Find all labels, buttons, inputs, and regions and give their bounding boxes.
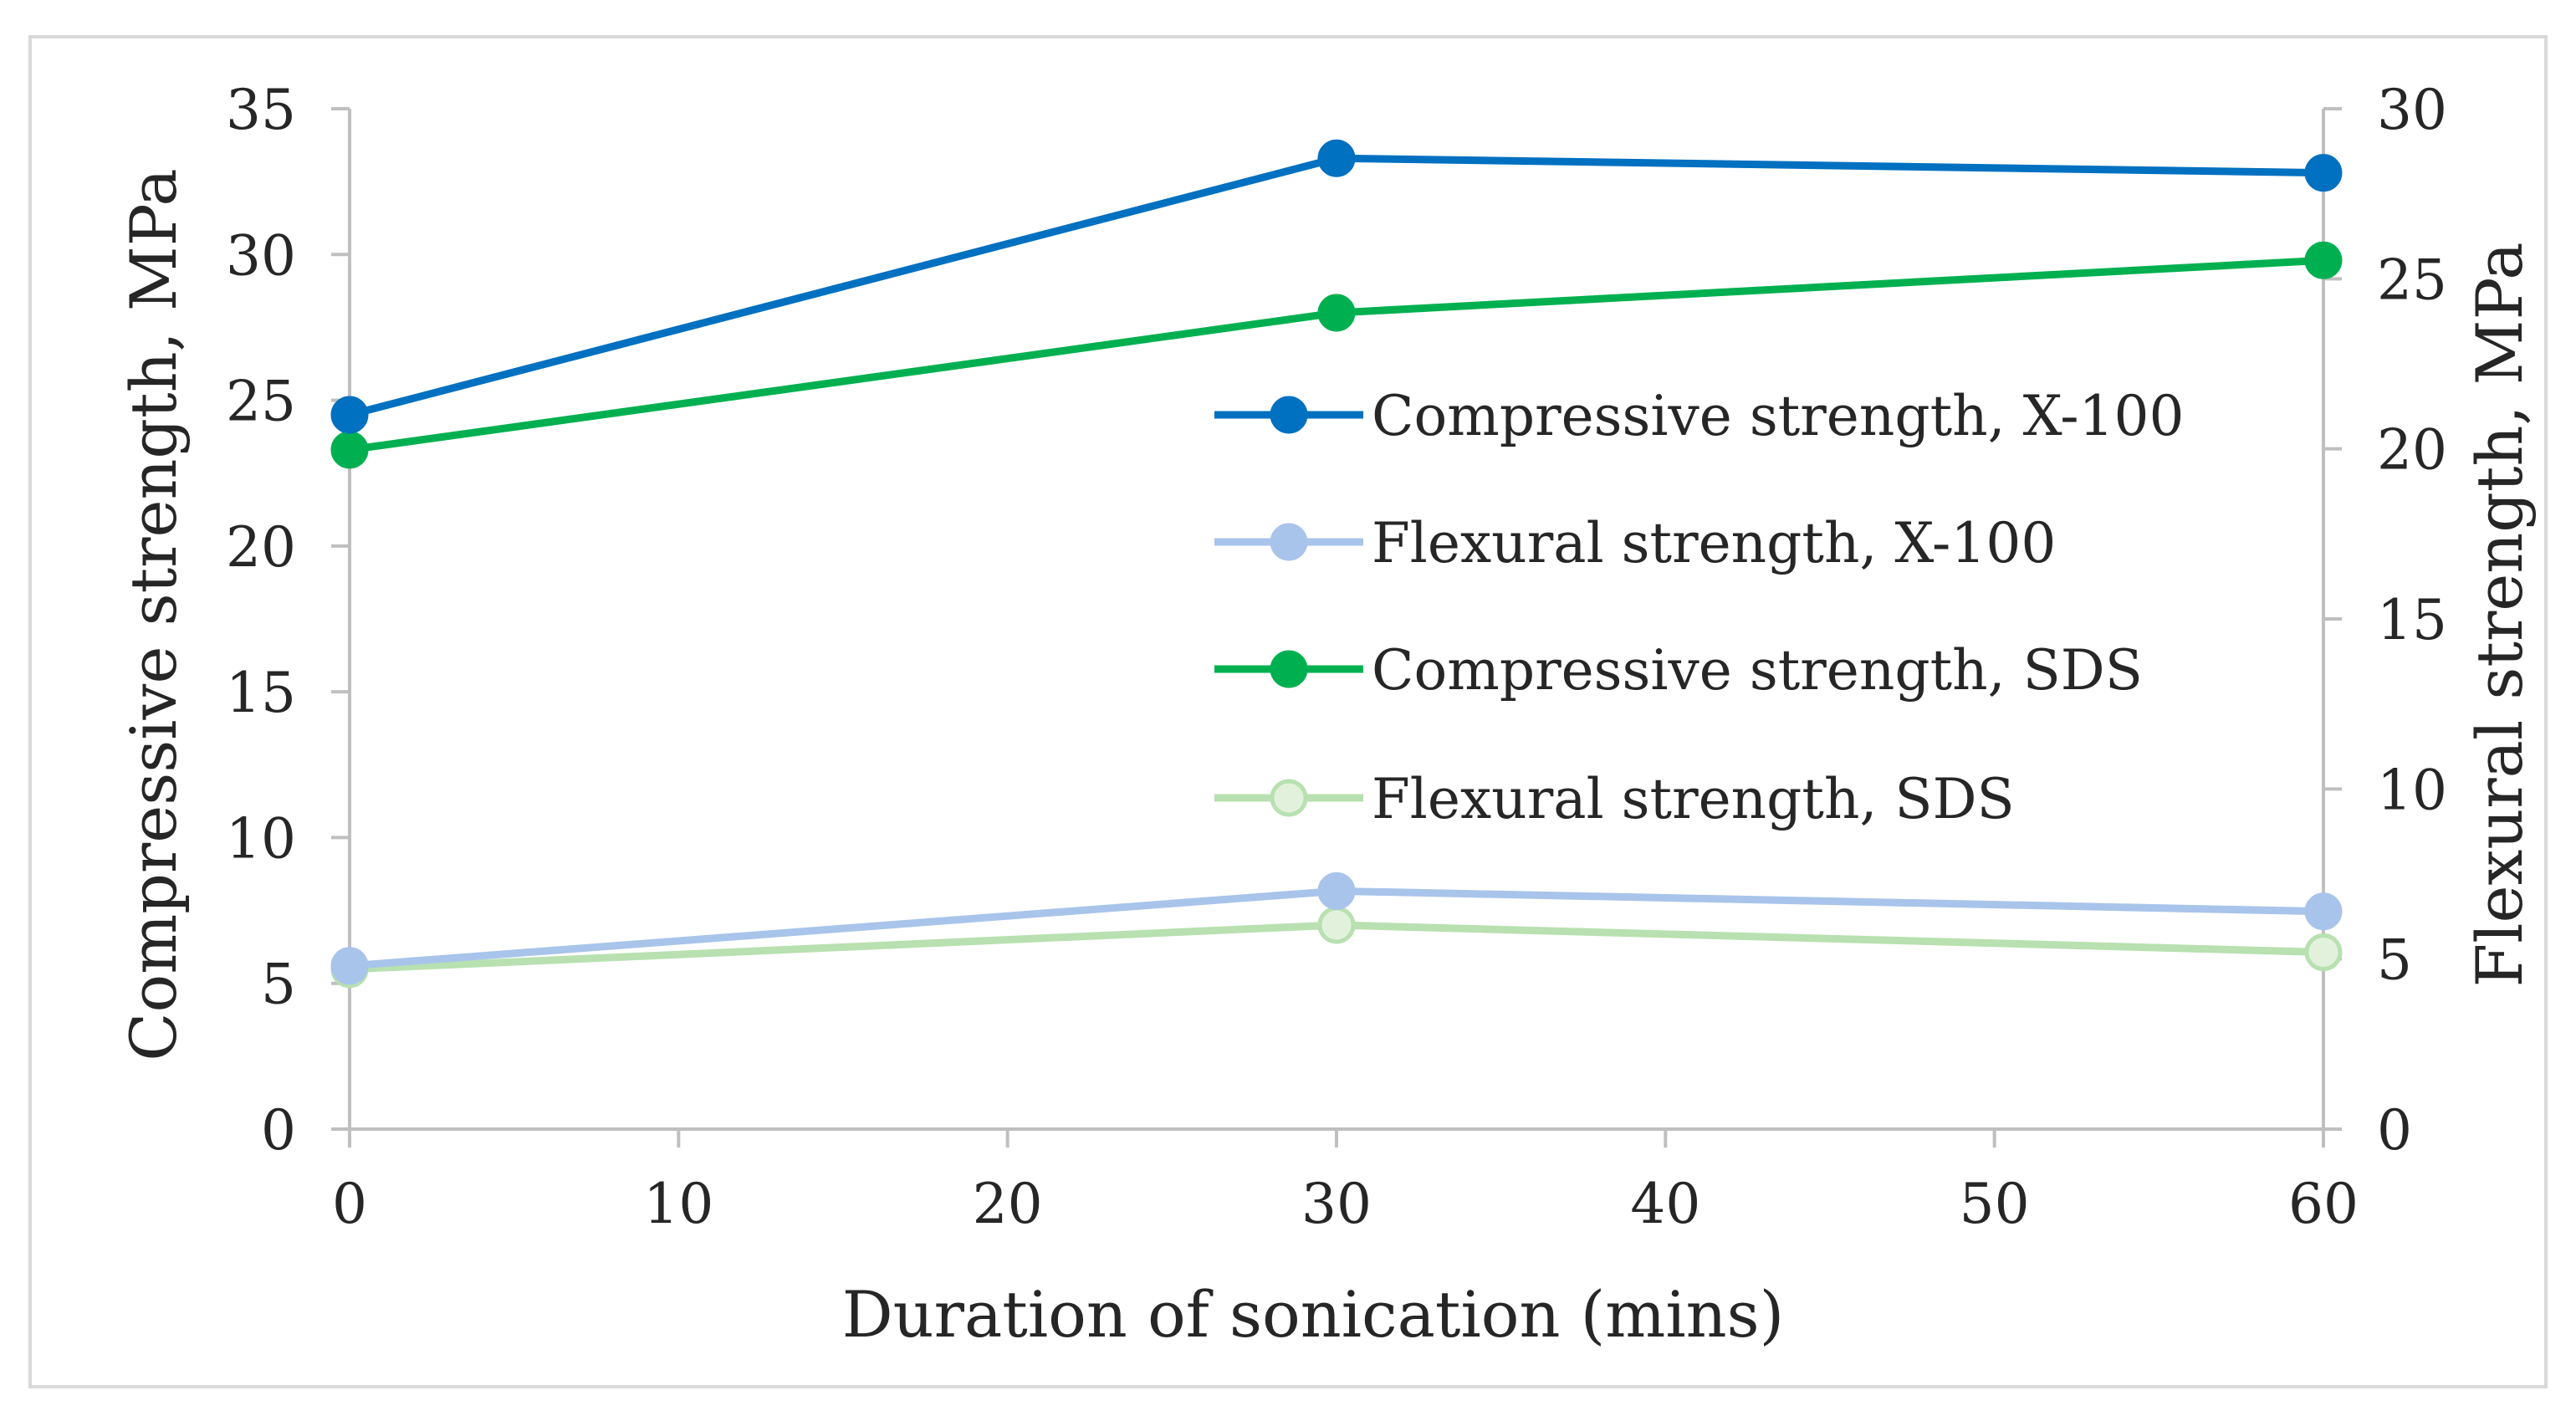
data-point [330,396,369,434]
y-right-tick-label: 20 [2377,418,2447,483]
y-left-tick-label: 5 [261,953,296,1017]
y-axis-title-left: Compressive strength, MPa [116,168,191,1061]
y-left-tick-label: 15 [226,661,296,725]
y-right-tick-label: 25 [2377,248,2447,312]
series-compressive-strength-sds [330,241,2343,469]
data-point [330,947,369,985]
y-left-tick-label: 0 [261,1098,296,1163]
y-axis-title-right: Flexural strength, MPa [2462,242,2537,987]
y-right-tick-label: 15 [2377,588,2447,652]
data-point [2304,892,2343,931]
series-flexural-strength-x-100 [330,872,2343,985]
x-tick-label: 30 [1301,1172,1372,1236]
legend-swatch-marker [1270,779,1308,817]
y-right-tick-label: 0 [2377,1098,2412,1163]
chart-frame [28,35,2548,1388]
legend-item: Flexural strength, SDS [1214,767,2015,831]
legend-item: Flexural strength, X-100 [1214,511,2056,575]
y-right-tick-label: 10 [2377,758,2447,822]
data-point [2304,241,2343,279]
legend-swatch-marker [1270,523,1308,561]
data-point [2304,154,2343,192]
data-point [1317,139,1356,177]
data-point [330,431,369,469]
legend-swatch-marker [1270,650,1308,688]
x-tick-label: 10 [643,1172,713,1236]
y-left-tick-label: 10 [226,806,296,871]
legend-label: Flexural strength, SDS [1372,767,2015,831]
x-tick-label: 50 [1960,1172,2030,1236]
legend-label: Compressive strength, X-100 [1372,384,2185,448]
x-tick-label: 40 [1630,1172,1700,1236]
y-left-tick-label: 25 [226,370,296,434]
series-layer [330,139,2343,989]
series-compressive-strength-x-100 [330,139,2343,434]
x-tick-label: 60 [2288,1172,2359,1236]
data-point [1317,906,1356,944]
legend-swatch-marker [1270,396,1308,434]
y-right-tick-label: 5 [2377,928,2412,993]
x-tick-label: 0 [332,1172,367,1236]
y-right-tick-label: 30 [2377,78,2447,142]
data-point [1317,872,1356,910]
y-left-tick-label: 30 [226,223,296,288]
legend-item: Compressive strength, SDS [1214,638,2143,703]
data-point [2304,933,2343,972]
legend-item: Compressive strength, X-100 [1214,384,2185,448]
y-left-tick-label: 20 [226,515,296,580]
legend-label: Flexural strength, X-100 [1372,511,2056,575]
y-left-tick-label: 35 [226,78,296,142]
x-axis-title: Duration of sonication (mins) [842,1277,1785,1352]
data-point [1317,294,1356,332]
legend: Compressive strength, X-100 Flexural stre… [1214,384,2185,831]
legend-label: Compressive strength, SDS [1372,638,2143,703]
x-tick-label: 20 [973,1172,1043,1236]
tick-labels: 0 5 10 15 20 25 30 35 0 5 10 15 20 25 30 0 10 20 30 40 50 60 [226,78,2447,1236]
